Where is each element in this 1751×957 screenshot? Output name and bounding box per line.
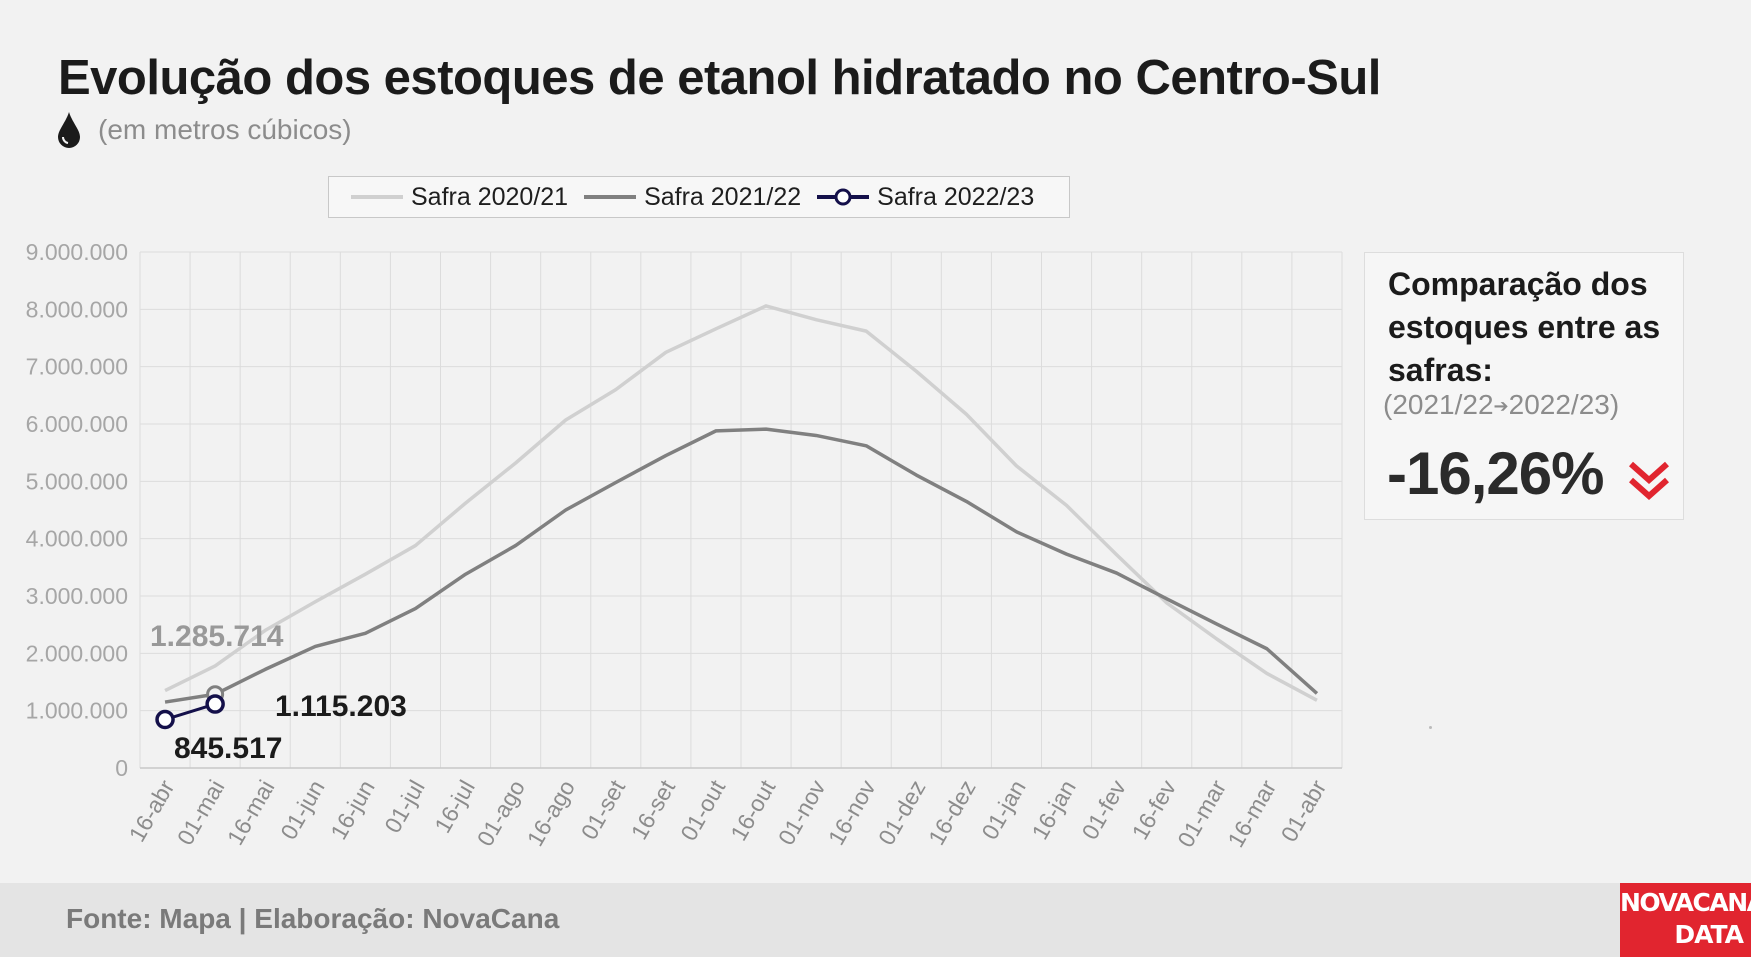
y-tick-label: 7.000.000 (26, 354, 128, 380)
series-2-marker (155, 709, 175, 730)
stray-dot (1429, 726, 1432, 729)
y-tick-label: 4.000.000 (26, 526, 128, 552)
x-tick-label: 16-jan (1026, 776, 1080, 844)
source-text: Fonte: Mapa | Elaboração: NovaCana (66, 903, 560, 934)
legend-label-2022-23: Safra 2022/23 (877, 182, 1035, 211)
legend-swatch-2020-21 (351, 195, 403, 199)
subtitle-row: (em metros cúbicos) (56, 110, 352, 150)
x-tick-label: 01-out (675, 775, 730, 845)
panel-heading: Comparação dos estoques entre as safras: (1388, 266, 1661, 388)
legend: Safra 2020/21 Safra 2021/22 Safra 2022/2… (328, 176, 1070, 218)
range-to: 2022/23) (1508, 389, 1620, 420)
x-tick-label: 16-jun (325, 776, 379, 844)
x-tick-label: 01-dez (873, 776, 931, 850)
x-tick-label: 16-mar (1222, 775, 1281, 851)
logo-line2: DATA (1674, 920, 1744, 949)
novacana-logo: NOVACANA DATA (1620, 883, 1751, 957)
x-tick-label: 01-jun (275, 776, 329, 844)
panel-value: -16,26% (1387, 440, 1604, 507)
y-tick-label: 6.000.000 (26, 411, 128, 437)
y-tick-label: 5.000.000 (26, 468, 128, 494)
x-tick-label: 16-fev (1127, 775, 1182, 844)
x-tick-label: 01-ago (472, 776, 530, 851)
y-tick-label: 3.000.000 (26, 583, 128, 609)
x-tick-label: 16-mai (222, 776, 280, 850)
x-tick-label: 16-ago (522, 776, 580, 851)
x-tick-label: 16-nov (823, 775, 881, 849)
x-tick-label: 01-set (576, 775, 631, 844)
data-label: 1.115.203 (275, 690, 407, 723)
legend-swatch-2022-23 (817, 188, 870, 206)
y-tick-label: 2.000.000 (26, 640, 128, 666)
x-tick-label: 16-jul (429, 776, 480, 838)
double-chevron-down-icon (1629, 461, 1669, 501)
data-label: 845.517 (174, 732, 282, 765)
footer: Fonte: Mapa | Elaboração: NovaCana NOVAC… (0, 883, 1751, 957)
logo-line1: NOVACANA (1620, 888, 1751, 917)
legend-item-2022-23: Safra 2022/23 (815, 183, 1034, 212)
data-label: 1.285.714 (150, 620, 284, 653)
x-tick-label: 16-dez (923, 776, 981, 850)
x-tick-label: 01-mai (172, 776, 230, 850)
legend-label-2021-22: Safra 2021/22 (644, 182, 802, 211)
y-tick-label: 0 (115, 755, 128, 781)
series-line-0 (164, 304, 1318, 702)
x-tick-label: 01-fev (1076, 775, 1131, 844)
drop-icon (58, 112, 80, 148)
x-tick-label: 16-out (725, 775, 780, 845)
legend-item-2021-22: Safra 2021/22 (582, 183, 801, 212)
legend-item-2020-21: Safra 2020/21 (349, 183, 568, 212)
x-tick-label: 01-jul (379, 776, 430, 838)
x-tick-label: 16-abr (124, 775, 180, 846)
x-tick-label: 01-nov (773, 775, 831, 849)
x-tick-label: 16-set (626, 775, 681, 844)
chart-subtitle: (em metros cúbicos) (98, 114, 352, 145)
series-2-marker (205, 694, 225, 714)
y-tick-label: 1.000.000 (26, 698, 128, 724)
panel-range: (2021/22➔2022/23) (1383, 389, 1619, 421)
x-tick-label: 01-mar (1172, 775, 1231, 851)
legend-label-2020-21: Safra 2020/21 (411, 182, 569, 211)
x-tick-label: 01-abr (1276, 775, 1332, 846)
series-line-1 (164, 427, 1319, 704)
comparison-panel: Comparação dos estoques entre as safras:… (1364, 252, 1684, 520)
arrow-right-icon: ➔ (1493, 396, 1509, 417)
x-tick-label: 01-jan (976, 776, 1030, 844)
chart: 0 1.000.000 2.000.000 3.000.000 4.000.000 5.0… (26, 239, 1343, 852)
y-tick-label: 9.000.000 (26, 239, 128, 265)
chart-title: Evolução dos estoques de etanol hidratad… (58, 51, 1381, 105)
y-tick-label: 8.000.000 (26, 296, 128, 322)
range-from: (2021/22 (1383, 389, 1494, 420)
legend-swatch-2021-22 (584, 195, 637, 199)
